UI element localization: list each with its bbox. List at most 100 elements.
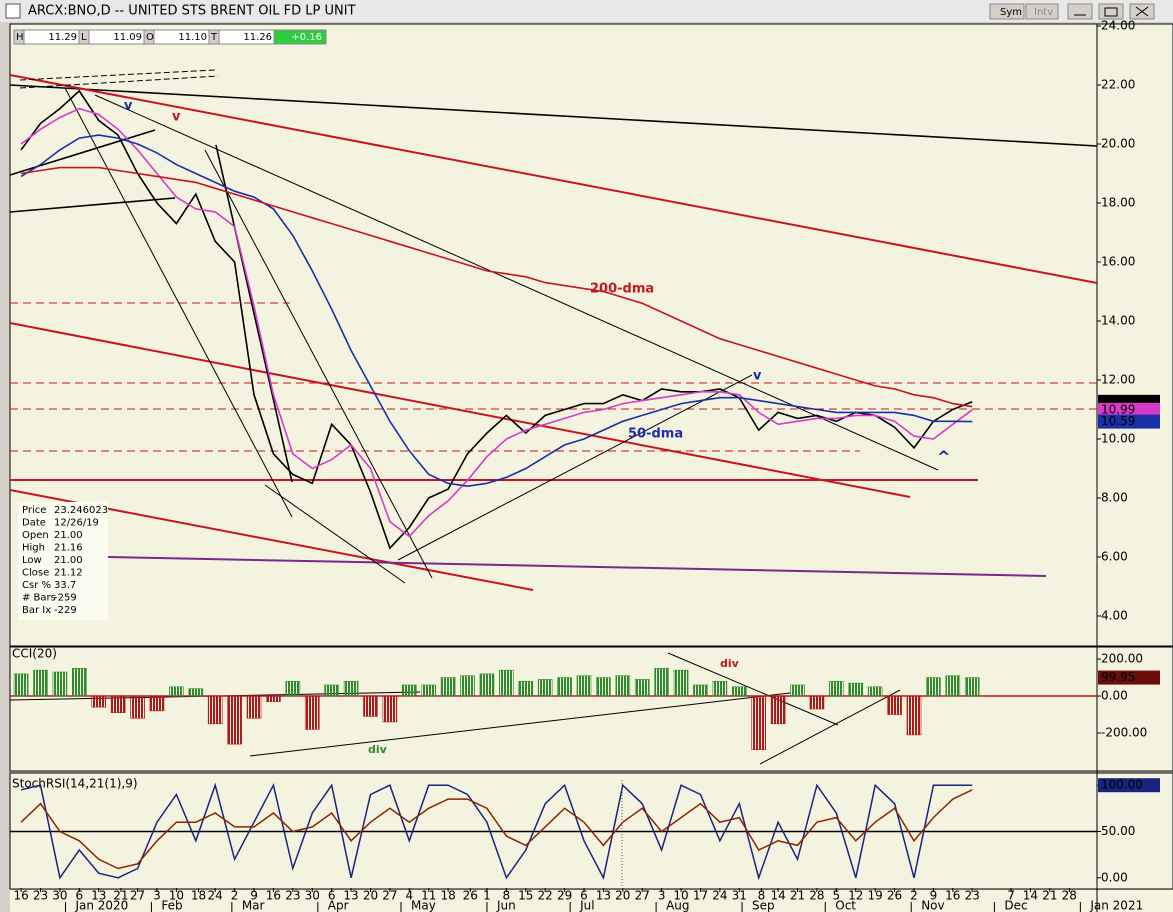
quote-label: L [81, 32, 87, 43]
cci-bar [751, 695, 766, 750]
cci-bar [537, 679, 553, 697]
title-bar [0, 0, 1173, 22]
app-icon [5, 3, 21, 19]
x-tick-label: 23 [33, 889, 48, 903]
x-tick-label: 19 [868, 889, 883, 903]
x-tick-label: 2 [231, 889, 239, 903]
month-label: Dec [1004, 899, 1027, 912]
info-value: 21.00 [54, 555, 83, 566]
cci-bar [227, 695, 242, 745]
cci-bar [402, 684, 417, 697]
info-rows: Price 23.246023 Date 12/26/19 Open 21.00 High 2… [22, 505, 108, 616]
cci-trend-line [249, 692, 791, 757]
cci-bar [72, 668, 87, 697]
cci-bar [440, 677, 456, 697]
cci-bar [207, 695, 223, 725]
y-tick-label: 22.00 [1101, 78, 1135, 92]
x-tick-label: 6 [328, 889, 336, 903]
x-tick-label: 20 [615, 889, 630, 903]
divergence-label: div [720, 657, 740, 670]
cci-bar [188, 688, 204, 697]
y-tick-label: 4.00 [1101, 609, 1128, 623]
last-value-label: 10.99 [1101, 402, 1135, 416]
month-label: Jul [579, 899, 594, 912]
month-label: Jun [496, 899, 516, 912]
cci-bar [304, 695, 320, 730]
info-value: 33.7 [54, 580, 76, 591]
x-tick-label: 28 [809, 889, 824, 903]
y-tick-label: 10.00 [1101, 432, 1135, 446]
cci-bar [149, 695, 165, 712]
month-label: Jan 2021 [1089, 899, 1143, 912]
quote-value: 11.26 [243, 32, 272, 43]
cci-bar [926, 677, 941, 697]
cci-bar [848, 682, 864, 697]
maximize-button[interactable] [1098, 3, 1124, 20]
cci-bar [499, 669, 514, 697]
info-value: -259 [54, 593, 77, 604]
x-tick-label: 18 [440, 889, 455, 903]
x-tick-label: 7 [1007, 889, 1015, 903]
y-tick-label: -200.00 [1101, 726, 1147, 740]
trend-line [9, 197, 176, 213]
cci-bar [615, 675, 631, 697]
x-tick-label: 24 [712, 889, 727, 903]
sym-label[interactable]: Sym [1000, 7, 1022, 18]
divergence-label: div [368, 743, 388, 756]
x-tick-label: 31 [732, 889, 747, 903]
intv-label[interactable]: Intv [1034, 7, 1053, 18]
quote-strip: H 11.29 L 11.09 O 11.10 T 11.26 +0.16 [13, 29, 327, 45]
x-tick-label: 6 [580, 889, 588, 903]
cci-trend-line [667, 652, 839, 726]
y-tick-label: 8.00 [1101, 491, 1128, 505]
last-value-label: 100.00 [1101, 778, 1143, 792]
cci-bar [731, 686, 747, 697]
x-tick-label: 4 [405, 889, 413, 903]
month-label: Oct [835, 899, 856, 912]
month-label: Aug [666, 899, 689, 912]
trend-line [9, 129, 156, 176]
x-tick-label: 13 [596, 889, 611, 903]
x-tick-label: 12 [848, 889, 863, 903]
x-tick-label: 30 [305, 889, 320, 903]
minimize-button[interactable] [1067, 3, 1093, 20]
trend-line [94, 94, 939, 471]
dma50-label: 50-dma [628, 427, 683, 442]
price-panel [9, 23, 1173, 647]
trend-line [9, 74, 1098, 284]
info-box [18, 502, 108, 620]
cci-bar [246, 695, 262, 719]
x-tick-label: 16 [13, 889, 28, 903]
info-value: 23.246023 [54, 505, 108, 516]
cci-trend-line [759, 689, 901, 765]
pivot-mark: v [172, 110, 181, 125]
cci-bar [693, 684, 708, 697]
change-box [273, 29, 327, 45]
trend-line [107, 556, 1047, 577]
cci-bar [324, 684, 339, 697]
cci-bar [169, 686, 184, 697]
info-label: Date [22, 518, 46, 529]
y-tick-label: 20.00 [1101, 137, 1135, 151]
x-tick-label: 6 [76, 889, 84, 903]
series-line [20, 789, 973, 870]
x-tick-label: 24 [208, 889, 223, 903]
cci-bar [110, 695, 126, 713]
x-tick-label: 14 [770, 889, 785, 903]
intv-button[interactable] [1025, 3, 1059, 20]
cci-bar [285, 680, 301, 697]
trend-line [19, 69, 216, 81]
x-tick-label: 3 [658, 889, 666, 903]
last-value-tag [1098, 778, 1160, 793]
trend-line [19, 75, 219, 89]
cci-bar [343, 680, 359, 697]
cci-bar [829, 680, 844, 697]
info-label: Open [22, 530, 49, 541]
x-tick-label: 3 [153, 889, 161, 903]
cci-bar [382, 695, 398, 723]
cci-bar [52, 671, 68, 697]
cci-bar [809, 695, 825, 710]
x-tick-label: 13 [343, 889, 358, 903]
sym-button[interactable] [989, 3, 1025, 20]
